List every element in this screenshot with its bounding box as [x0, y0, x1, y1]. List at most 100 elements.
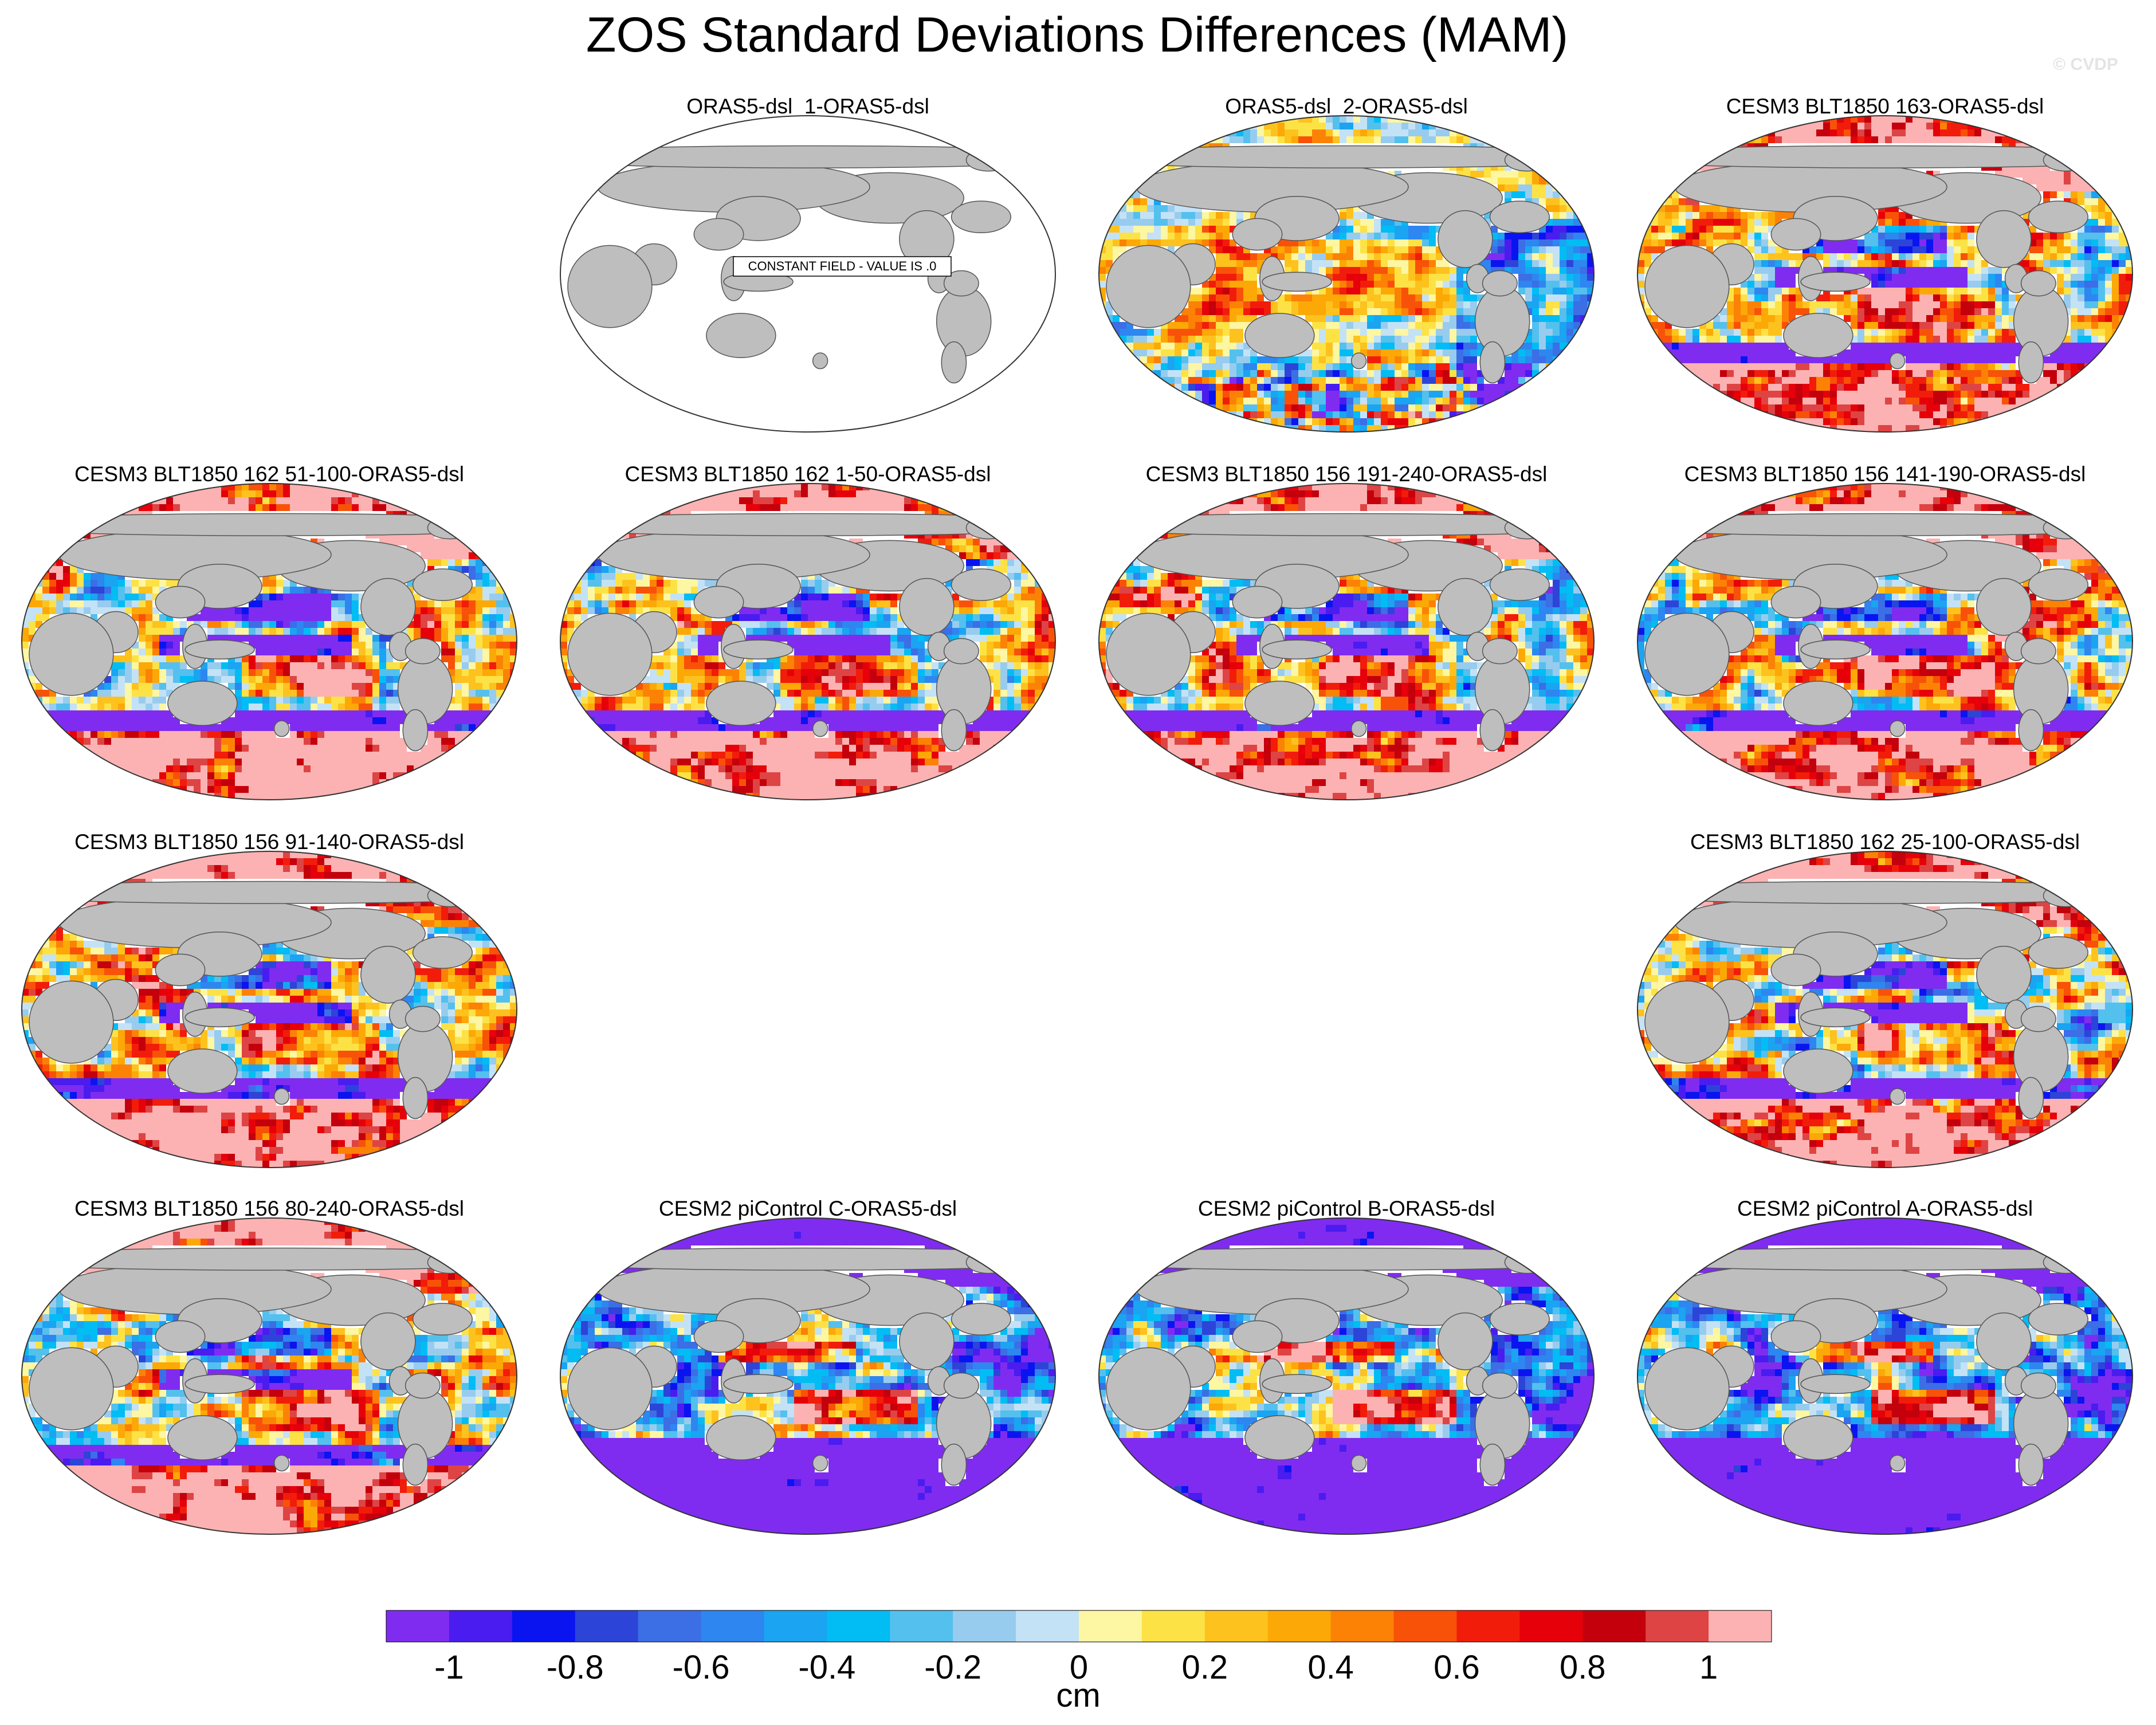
- map-panel: CESM3 BLT1850 156 141-190-ORAS5-dsl: [1637, 462, 2133, 800]
- field-cells: [1113, 123, 1594, 432]
- field-cells: [22, 559, 510, 710]
- colorbar-box: [512, 1610, 576, 1642]
- land-mass: [1976, 1312, 2032, 1370]
- land-mass: [1976, 577, 2032, 636]
- land-mass: [1099, 145, 1594, 168]
- field-cells: [787, 1342, 918, 1424]
- land-mass: [1479, 1443, 1506, 1486]
- land-mass: [1889, 352, 1906, 370]
- field-cells: [1637, 927, 2133, 1126]
- panel-title: CESM3 BLT1850 162 51-100-ORAS5-dsl: [74, 462, 464, 486]
- land-mass: [567, 612, 653, 696]
- map-field: [1637, 484, 2133, 800]
- land-mass: [167, 681, 238, 726]
- land-mass: [1644, 612, 1730, 696]
- figure-title: ZOS Standard Deviations Differences (MAM…: [586, 7, 1568, 62]
- colorbar-box: [638, 1610, 702, 1642]
- land-mass: [951, 568, 1011, 601]
- field-cells: [1106, 226, 1594, 425]
- field-cells: [1713, 851, 2126, 1168]
- colorbar-box: [575, 1610, 639, 1642]
- panel-title: CESM3 BLT1850 156 191-240-ORAS5-dsl: [1146, 462, 1548, 486]
- globe-outline: [21, 851, 517, 1168]
- land-mass: [2043, 1251, 2088, 1274]
- land-mass: [1783, 1415, 1853, 1461]
- land-mass: [2013, 1021, 2069, 1093]
- field-cells: [1837, 233, 1947, 288]
- land-mass: [2028, 568, 2088, 601]
- land-mass: [723, 639, 794, 660]
- field-cells: [1637, 573, 2133, 710]
- field-cells: [22, 1307, 503, 1465]
- panel-title: CESM2 piControl C-ORAS5-dsl: [659, 1197, 957, 1220]
- land-mass: [2013, 286, 2069, 357]
- land-mass: [1800, 272, 1871, 292]
- field-cells: [1099, 1314, 1470, 1438]
- land-mass: [1504, 516, 1550, 540]
- colorbar-box: [1456, 1610, 1520, 1642]
- land-mass: [943, 1372, 979, 1399]
- map-field: [22, 851, 517, 1168]
- field-cells: [29, 913, 517, 1140]
- field-cells: [1637, 851, 2133, 1147]
- constant-field-box: [733, 256, 952, 277]
- panel-title: CESM3 BLT1850 162 25-100-ORAS5-dsl: [1690, 830, 2080, 854]
- land-mass: [1637, 881, 2133, 904]
- field-cells: [1140, 559, 1587, 710]
- colorbar-box: [1582, 1610, 1646, 1642]
- land-mass: [567, 1347, 653, 1431]
- globe-outline: [560, 1217, 1056, 1535]
- field-cells: [1099, 559, 1594, 745]
- land-mass: [405, 1005, 441, 1032]
- land-mass: [1474, 1388, 1530, 1459]
- colorbar-box: [953, 1610, 1016, 1642]
- field-cells: [1637, 191, 2119, 370]
- field-cells: [560, 1300, 1055, 1438]
- map-field: [1637, 1218, 2133, 1534]
- land-mass: [2020, 1372, 2056, 1399]
- land-mass: [965, 1251, 1011, 1274]
- field-cells: [84, 573, 503, 710]
- map-field: [1637, 116, 2133, 432]
- field-cells: [725, 1342, 918, 1424]
- land-mass: [812, 352, 828, 370]
- land-mass: [693, 1320, 744, 1353]
- field-cells: [1706, 484, 2105, 800]
- land-mass: [567, 245, 653, 328]
- field-cells: [1651, 1218, 2133, 1534]
- land-mass: [1644, 245, 1730, 328]
- land-mass: [360, 945, 416, 1004]
- land-mass: [427, 1251, 473, 1274]
- land-mass: [2013, 1388, 2069, 1459]
- map-field: [22, 1218, 517, 1534]
- land-mass: [1889, 1455, 1906, 1472]
- colorbar-box: [1330, 1610, 1395, 1642]
- land-mass: [941, 1443, 967, 1486]
- colorbar-box: [764, 1610, 827, 1642]
- map-panel: CESM3 BLT1850 162 1-50-ORAS5-dsl: [560, 462, 1056, 800]
- field-cells: [22, 1294, 510, 1445]
- colorbar-box: [1709, 1610, 1772, 1642]
- map-field: [1099, 484, 1594, 800]
- field-cells: [1637, 580, 2071, 731]
- land-mass: [2043, 516, 2088, 540]
- field-cells: [560, 1287, 1042, 1438]
- panel-title: CESM3 BLT1850 156 91-140-ORAS5-dsl: [74, 830, 464, 854]
- land-mass: [941, 709, 967, 752]
- land-mass: [1889, 1088, 1906, 1105]
- field-cells: [1637, 594, 2112, 731]
- land-mass: [1770, 953, 1821, 987]
- globe-outline: [21, 1217, 517, 1535]
- field-cells: [595, 566, 993, 710]
- colorbar-frame: [386, 1610, 1772, 1643]
- field-cells: [1851, 1342, 1995, 1424]
- land-mass: [412, 1303, 473, 1335]
- globe-outline: [560, 483, 1056, 800]
- map-panel: ORAS5-dsl_2-ORAS5-dsl: [1098, 95, 1595, 433]
- land-mass: [951, 201, 1011, 233]
- land-mass: [1350, 352, 1367, 370]
- land-mass: [427, 516, 473, 540]
- field-cells: [1713, 226, 2119, 336]
- colorbar-tick-label: 0: [1070, 1649, 1088, 1686]
- field-cells: [1113, 116, 1573, 432]
